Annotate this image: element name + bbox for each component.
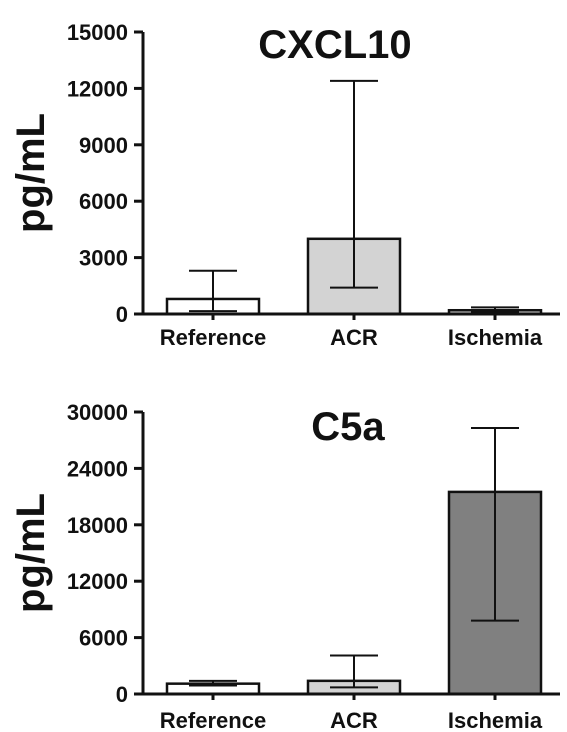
y-axis-label: pg/mL bbox=[9, 113, 53, 233]
x-tick-label: ACR bbox=[330, 325, 378, 350]
error-bar-acr bbox=[330, 654, 378, 689]
y-tick-label: 30000 bbox=[67, 400, 128, 425]
chart-c5a: C5a pg/mL 0 6000 12000 18000 24000 30000 Referen… bbox=[9, 400, 560, 732]
y-tick-label: 3000 bbox=[79, 246, 128, 271]
chart-cxcl10: CXCL10 pg/mL 0 3000 6000 9000 12000 15000 Refere… bbox=[9, 20, 560, 350]
error-bar-reference bbox=[189, 679, 237, 687]
y-tick-label: 18000 bbox=[67, 513, 128, 538]
error-bar-reference bbox=[189, 269, 237, 313]
y-tick-label: 12000 bbox=[67, 76, 128, 101]
error-bar-acr bbox=[330, 79, 378, 289]
y-tick-label: 9000 bbox=[79, 133, 128, 158]
y-tick-label: 0 bbox=[116, 682, 128, 707]
y-tick-label: 6000 bbox=[79, 626, 128, 651]
chart-title: C5a bbox=[311, 405, 385, 449]
y-tick-label: 6000 bbox=[79, 189, 128, 214]
y-tick-label: 12000 bbox=[67, 569, 128, 594]
y-axis-label: pg/mL bbox=[9, 493, 53, 613]
y-tick-label: 0 bbox=[116, 302, 128, 327]
x-tick-label: ACR bbox=[330, 708, 378, 732]
x-tick-label: Reference bbox=[160, 708, 266, 732]
x-tick-label: Reference bbox=[160, 325, 266, 350]
y-tick-label: 15000 bbox=[67, 20, 128, 45]
x-tick-label: Ischemia bbox=[448, 708, 543, 732]
error-bar-ischemia bbox=[471, 306, 519, 314]
x-tick-label: Ischemia bbox=[448, 325, 543, 350]
error-bar-ischemia bbox=[471, 426, 519, 622]
chart-title: CXCL10 bbox=[258, 23, 411, 67]
y-tick-label: 24000 bbox=[67, 456, 128, 481]
